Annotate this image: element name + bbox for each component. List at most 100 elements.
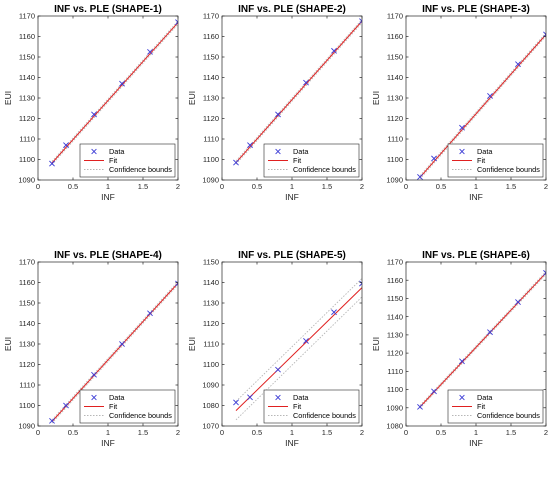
confidence-bound-upper: [235, 278, 362, 402]
data-point: [91, 111, 97, 118]
data-point: [119, 80, 125, 87]
data-point: [275, 366, 281, 373]
y-tick-label: 1090: [386, 176, 403, 185]
chart-panel-3: INF vs. PLE (SHAPE-3) 0 0.5 1 1.5 2 1090 1100 11…: [371, 4, 548, 202]
data-point: [331, 47, 337, 54]
legend-data-marker: [275, 148, 281, 155]
y-tick-label: 1150: [19, 53, 35, 62]
chart-panel-2: INF vs. PLE (SHAPE-2) 0 0.5 1 1.5 2 1090 1100 11…: [187, 4, 364, 202]
y-tick-label: 1090: [18, 422, 35, 431]
y-tick-label: 1130: [203, 94, 219, 103]
x-tick-label: 0.5: [252, 182, 262, 191]
x-tick-label: 1.5: [138, 428, 148, 437]
legend-label: Confidence bounds: [293, 165, 356, 174]
x-tick-label: 0: [36, 428, 40, 437]
confidence-bound-lower: [419, 274, 546, 409]
chart-title: INF vs. PLE (SHAPE-4): [54, 250, 162, 261]
y-tick-label: 1070: [202, 422, 219, 431]
legend-label: Data: [477, 147, 493, 156]
x-tick-label: 2: [360, 428, 364, 437]
legend-data-marker: [459, 394, 465, 401]
legend-label: Fit: [293, 156, 301, 165]
y-tick-label: 1110: [203, 340, 219, 349]
y-tick-label: 1150: [387, 294, 403, 303]
y-axis-label: EUI: [3, 337, 13, 351]
y-tick-label: 1090: [386, 403, 403, 412]
data-point: [487, 329, 493, 336]
y-tick-label: 1140: [387, 312, 403, 321]
y-tick-label: 1170: [387, 12, 403, 21]
x-tick-label: 1.5: [506, 428, 516, 437]
fit-line: [235, 20, 362, 163]
data-point: [147, 310, 153, 317]
data-point: [91, 371, 97, 378]
x-tick-label: 0.5: [68, 182, 78, 191]
plot-data-layer: [417, 270, 546, 410]
data-point: [147, 48, 153, 55]
y-tick-label: 1140: [19, 73, 35, 82]
y-tick-label: 1110: [387, 367, 403, 376]
y-axis-label: EUI: [3, 91, 13, 105]
data-point: [275, 111, 281, 118]
y-tick-label: 1120: [19, 114, 35, 123]
data-point: [233, 159, 239, 166]
legend-label: Confidence bounds: [477, 411, 540, 420]
x-tick-label: 1.5: [138, 182, 148, 191]
data-point: [359, 280, 362, 287]
y-tick-label: 1120: [19, 360, 35, 369]
confidence-bound-upper: [51, 281, 178, 421]
y-axis-label: EUI: [371, 91, 381, 105]
fit-line: [235, 287, 362, 411]
x-tick-label: 0: [404, 182, 408, 191]
data-point: [175, 19, 178, 26]
y-tick-label: 1100: [203, 155, 219, 164]
data-point: [515, 61, 521, 68]
y-tick-label: 1090: [202, 176, 219, 185]
y-tick-label: 1100: [387, 155, 403, 164]
legend-label: Confidence bounds: [477, 165, 540, 174]
y-tick-label: 1090: [202, 381, 219, 390]
x-tick-label: 1.5: [322, 428, 332, 437]
y-tick-label: 1160: [203, 32, 219, 41]
y-tick-label: 1130: [387, 330, 403, 339]
data-point: [119, 341, 125, 347]
y-tick-label: 1120: [387, 114, 403, 123]
y-tick-label: 1120: [203, 319, 219, 328]
y-tick-label: 1110: [387, 135, 403, 144]
chart-title: INF vs. PLE (SHAPE-1): [54, 4, 162, 15]
legend-label: Data: [293, 147, 309, 156]
data-point: [63, 402, 69, 409]
y-tick-label: 1110: [19, 135, 35, 144]
x-axis-label: INF: [285, 192, 299, 202]
x-tick-label: 0.5: [68, 428, 78, 437]
y-tick-label: 1120: [203, 114, 219, 123]
x-tick-label: 0: [404, 428, 408, 437]
chart-title: INF vs. PLE (SHAPE-3): [422, 4, 530, 15]
fit-line: [51, 22, 178, 164]
data-point: [233, 399, 239, 406]
y-tick-label: 1100: [19, 401, 35, 410]
x-axis-label: INF: [469, 192, 483, 202]
y-tick-label: 1160: [387, 32, 403, 41]
legend-label: Fit: [293, 402, 301, 411]
plot-data-layer: [233, 278, 362, 421]
data-point: [459, 124, 465, 131]
fit-line: [419, 34, 546, 178]
y-tick-label: 1170: [19, 258, 35, 267]
plot-data-layer: [233, 18, 362, 166]
confidence-bound-lower: [235, 296, 362, 421]
legend-data-marker: [459, 148, 465, 155]
y-tick-label: 1150: [203, 258, 219, 267]
data-point: [515, 299, 521, 306]
legend-label: Fit: [109, 156, 117, 165]
data-point: [49, 160, 55, 167]
y-tick-label: 1080: [202, 401, 219, 410]
x-tick-label: 0.5: [436, 428, 446, 437]
legend-label: Data: [109, 393, 125, 402]
y-tick-label: 1130: [19, 340, 35, 349]
fit-line: [51, 282, 178, 422]
